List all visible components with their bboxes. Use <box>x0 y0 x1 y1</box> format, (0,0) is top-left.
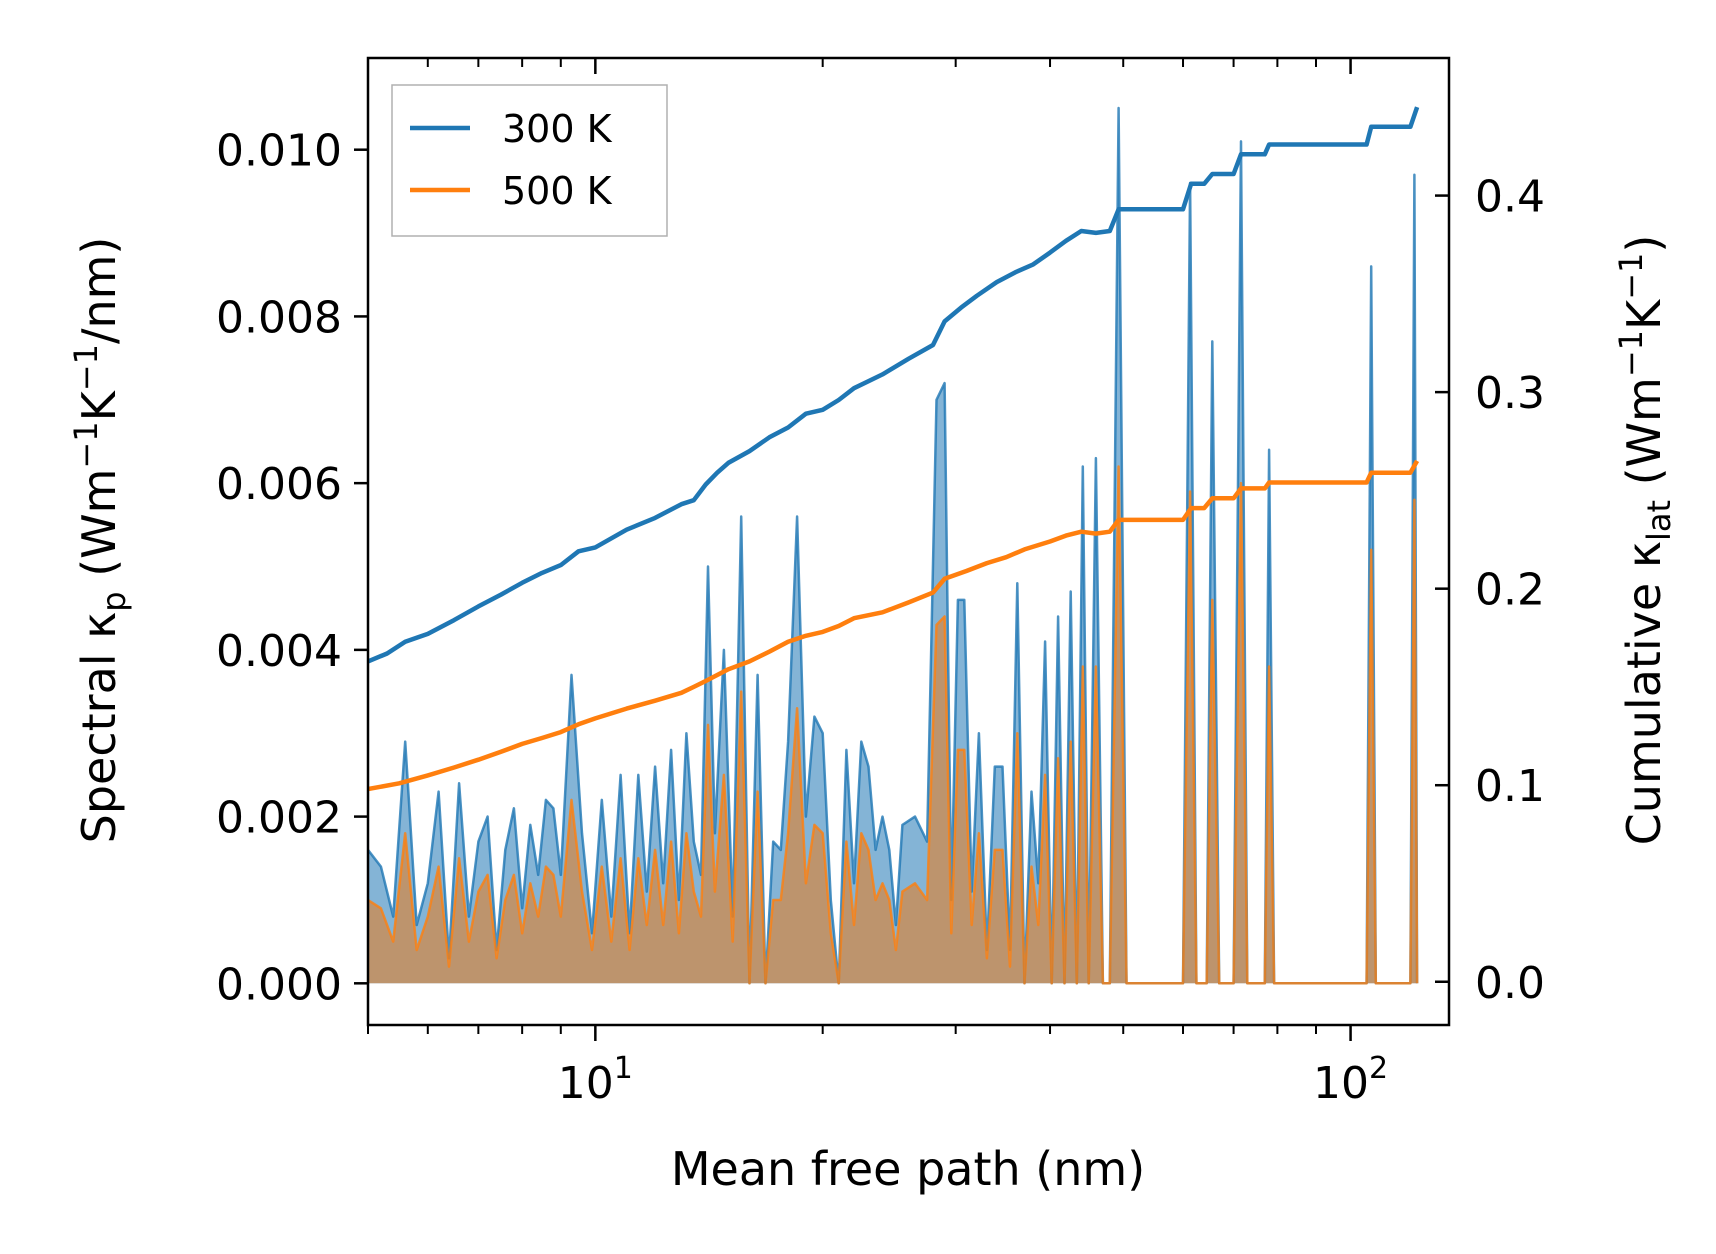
x-tick-label: 101 <box>558 1051 633 1109</box>
right-tick-label: 0.4 <box>1475 172 1545 223</box>
left-label-sub: p <box>95 591 133 611</box>
left-label-unit-close: /nm) <box>72 237 126 344</box>
left-tick-label: 0.006 <box>216 459 342 510</box>
right-tick-label: 0.3 <box>1475 368 1545 419</box>
plot-frame <box>366 56 1451 1027</box>
x-axis-label: Mean free path (nm) <box>671 1142 1145 1196</box>
left-axis-label: Spectral κp (Wm−1K−1/nm) <box>67 237 133 844</box>
x-tick-label: 102 <box>1313 1051 1388 1109</box>
right-tick-label: 0.1 <box>1475 761 1545 812</box>
left-label-sup1: −1 <box>67 421 105 468</box>
left-tick-label: 0.002 <box>216 793 342 844</box>
legend-box <box>391 84 668 237</box>
right-label-unit-close: ) <box>1617 235 1671 253</box>
left-tick-label: 0.010 <box>216 126 342 177</box>
left-tick-label: 0.008 <box>216 292 342 343</box>
left-label-unit-mid: K <box>72 389 126 421</box>
right-label-unit-mid: K <box>1617 298 1671 330</box>
left-label-sup2: −1 <box>67 344 105 391</box>
left-tick-label: 0.000 <box>216 959 342 1010</box>
cumulative-line-500k <box>368 459 1420 792</box>
right-axis-label: Cumulative κlat (Wm−1K−1) <box>1612 235 1678 846</box>
left-label-pre: Spectral κ <box>72 612 126 844</box>
legend-label-500k: 500 K <box>502 169 613 213</box>
legend-label-300k: 300 K <box>502 107 613 151</box>
left-label-unit-open: (Wm <box>72 469 126 592</box>
cumulative-line-300k <box>368 106 1420 664</box>
right-label-sup1: −1 <box>1612 330 1650 377</box>
right-tick-label: 0.2 <box>1475 565 1545 616</box>
spectral-lines <box>368 106 1419 985</box>
right-label-unit-open: (Wm <box>1617 377 1671 500</box>
right-label-pre: Cumulative κ <box>1617 541 1671 845</box>
spectral-fill-300k <box>368 108 1418 984</box>
cumulative-lines <box>368 106 1420 792</box>
legend: 300 K 500 K <box>391 84 668 237</box>
spectral-line-500k <box>368 465 1419 985</box>
spectral-fills <box>368 108 1418 984</box>
left-tick-label: 0.004 <box>216 626 342 677</box>
spectral-line-300k <box>368 106 1419 985</box>
right-tick-label: 0.0 <box>1475 958 1545 1009</box>
axis-ticks <box>354 58 1449 1041</box>
right-label-sup2: −1 <box>1612 253 1650 300</box>
right-label-sub: lat <box>1640 500 1678 541</box>
spectral-fill-500k <box>368 466 1418 984</box>
